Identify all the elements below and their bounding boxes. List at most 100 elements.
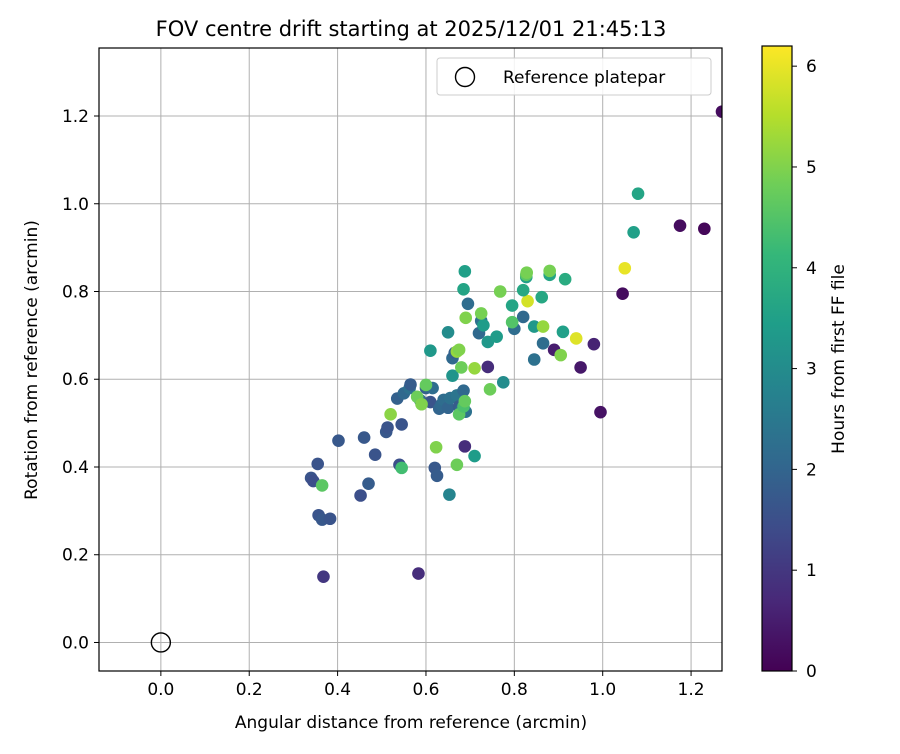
data-point	[673, 219, 687, 232]
colorbar-tick-label: 5	[806, 158, 817, 178]
colorbar-tick-label: 3	[806, 360, 817, 380]
data-point	[474, 307, 488, 320]
data-point	[468, 449, 481, 463]
reference-platepar-marker	[150, 632, 172, 653]
data-point	[315, 479, 329, 492]
x-tick-label: 0.6	[412, 680, 439, 700]
legend-reference-marker	[454, 66, 476, 88]
data-point	[558, 272, 572, 286]
data-point	[715, 105, 722, 118]
x-tick-label: 0.2	[236, 680, 263, 700]
data-point	[424, 344, 437, 358]
data-point	[458, 394, 472, 408]
colorbar-tick-label: 2	[806, 460, 817, 480]
data-point	[323, 512, 337, 526]
x-axis-label: Angular distance from reference (arcmin)	[235, 713, 587, 733]
data-point	[311, 457, 325, 471]
data-point	[368, 448, 382, 462]
data-point	[490, 330, 503, 343]
y-axis-ticks: 0.0 0.2 0.4 0.6 0.8 1.0 1.2	[62, 107, 99, 653]
colorbar-ticks: 0 1 2 3 4 5 6	[792, 57, 817, 682]
data-point	[362, 477, 375, 490]
data-point	[441, 325, 455, 339]
data-point	[505, 315, 519, 329]
data-point	[554, 348, 568, 362]
x-tick-label: 0.0	[147, 680, 174, 700]
data-point	[468, 361, 481, 375]
data-point	[357, 431, 371, 444]
y-tick-label: 1.0	[62, 195, 89, 215]
chart-title: FOV centre drift starting at 2025/12/01 …	[156, 17, 667, 41]
data-point	[496, 376, 510, 389]
data-point	[429, 440, 443, 454]
grid-lines	[99, 48, 722, 671]
data-point	[404, 378, 417, 391]
data-point	[430, 469, 444, 483]
y-tick-label: 0.6	[62, 370, 89, 390]
x-axis-ticks: 0.0 0.2 0.4 0.6 0.8 1.0 1.2	[147, 671, 705, 700]
data-point	[481, 360, 495, 374]
data-point	[443, 488, 456, 501]
data-point	[569, 332, 583, 345]
legend: Reference platepar	[436, 57, 712, 96]
data-points	[304, 105, 722, 583]
plot-frame	[98, 47, 723, 672]
legend-box	[436, 57, 712, 96]
data-point	[616, 287, 629, 300]
data-point	[458, 440, 472, 453]
data-point	[419, 378, 433, 392]
data-point	[618, 261, 632, 275]
data-point	[527, 353, 541, 366]
data-point	[543, 264, 556, 278]
data-point	[332, 434, 345, 447]
x-tick-label: 0.4	[324, 680, 351, 700]
data-point	[381, 421, 394, 434]
colorbar-tick-label: 4	[806, 259, 817, 279]
data-point	[384, 408, 397, 421]
data-point	[452, 343, 466, 357]
data-point	[395, 461, 408, 475]
y-tick-label: 1.2	[62, 107, 89, 127]
data-point	[587, 337, 601, 351]
colorbar-tick-label: 6	[806, 57, 817, 77]
data-point	[505, 299, 519, 312]
data-point	[477, 318, 490, 332]
data-point	[395, 418, 408, 431]
data-point	[483, 383, 497, 396]
colorbar-gradient	[761, 45, 793, 672]
data-point	[461, 297, 475, 311]
colorbar: 0 1 2 3 4 5 6 Hours from first FF file	[761, 45, 849, 682]
data-point	[536, 336, 550, 350]
data-point	[458, 265, 472, 278]
colorbar-label: Hours from first FF file	[829, 264, 849, 454]
data-point	[457, 384, 470, 397]
data-point	[627, 225, 640, 239]
data-point	[574, 361, 587, 374]
data-point	[455, 361, 468, 374]
data-point	[516, 283, 530, 297]
data-point	[527, 320, 541, 333]
colorbar-tick-label: 1	[806, 561, 817, 581]
data-point	[556, 325, 570, 339]
data-point	[457, 283, 470, 296]
data-point	[446, 369, 459, 383]
y-tick-label: 0.8	[62, 282, 89, 302]
data-point	[415, 397, 428, 411]
y-axis-label: Rotation from reference (arcmin)	[22, 220, 42, 500]
legend-label: Reference platepar	[503, 68, 665, 88]
y-tick-label: 0.4	[62, 458, 89, 478]
x-tick-label: 1.0	[589, 680, 616, 700]
data-point	[516, 310, 530, 324]
data-point	[459, 311, 473, 325]
data-point	[520, 266, 534, 279]
data-point	[354, 489, 367, 502]
data-point	[441, 401, 455, 415]
data-point	[450, 458, 464, 472]
x-tick-label: 0.8	[501, 680, 528, 700]
data-point	[317, 570, 330, 583]
data-point	[493, 285, 507, 298]
data-point	[412, 567, 425, 580]
colorbar-tick-label: 0	[806, 662, 817, 682]
y-tick-label: 0.2	[62, 546, 89, 566]
